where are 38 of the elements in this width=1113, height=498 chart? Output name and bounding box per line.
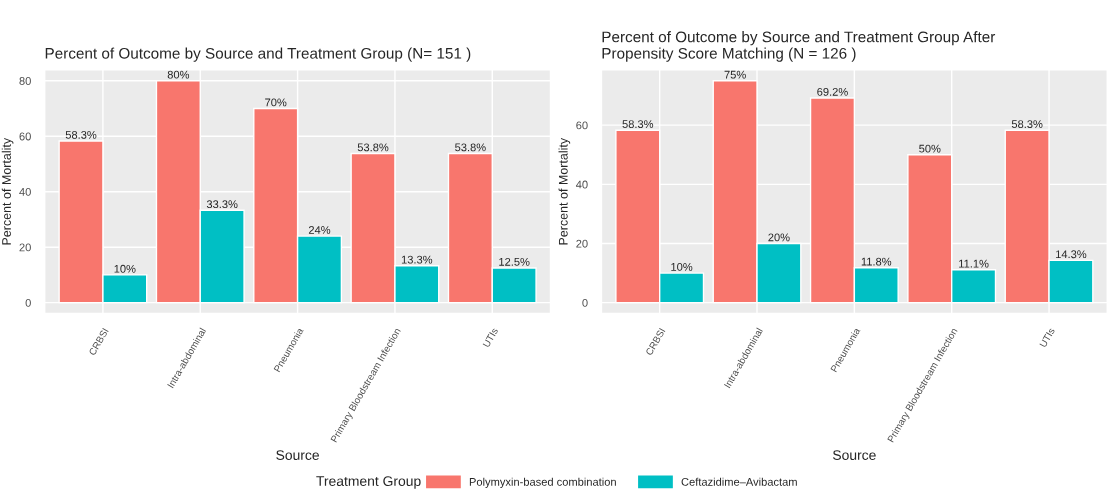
legend-label: Polymyxin-based combination [469,477,616,488]
data-label: 14.3% [1056,250,1087,259]
data-label: 53.8% [357,143,389,152]
data-label: 11.8% [861,257,892,266]
y-tick-label: 40 [575,180,588,189]
y-tick-label: 20 [576,239,588,248]
x-axis-title: Source [276,450,319,460]
data-label: 58.3% [1011,120,1043,129]
y-tick-label: 20 [19,243,31,252]
data-label: 24% [308,226,331,234]
y-tick-label: 0 [25,298,31,307]
data-label: 69.2% [817,87,848,96]
legend-label: Ceftazidime–Avibactam [681,477,797,486]
data-label: 20% [768,233,790,242]
data-label: 13.3% [401,255,433,264]
data-label: 58.3% [622,120,654,129]
data-label: 53.8% [455,143,486,152]
data-label: 10% [671,263,693,271]
data-label: 58.3% [65,130,97,139]
data-label: 11.1% [959,259,989,268]
data-label: 12.5% [499,257,530,266]
y-axis-title: Percent of Mortality [558,137,571,245]
y-tick-label: 60 [576,121,588,130]
chart-title: Percent of Outcome by Source and Treatment Group (N= 151 ) [45,47,471,62]
y-tick-label: 80 [19,77,31,85]
data-label: 80% [167,70,190,79]
y-tick-label: 0 [582,298,588,307]
data-label: 75% [724,70,746,79]
chart-title: Percent of Outcome by Source and Treatment Group After Propensity Score Matching (N = 126 ) [602,31,996,62]
data-label: 33.3% [206,200,238,209]
y-tick-label: 40 [19,188,31,196]
legend-title: Treatment Group [316,476,421,489]
y-axis-title: Percent of Mortality [1,137,14,245]
x-axis-title: Source [832,450,876,460]
data-label: 50% [919,144,941,153]
y-tick-label: 60 [19,132,31,141]
data-label: 70% [265,98,287,107]
data-label: 10% [114,264,136,273]
